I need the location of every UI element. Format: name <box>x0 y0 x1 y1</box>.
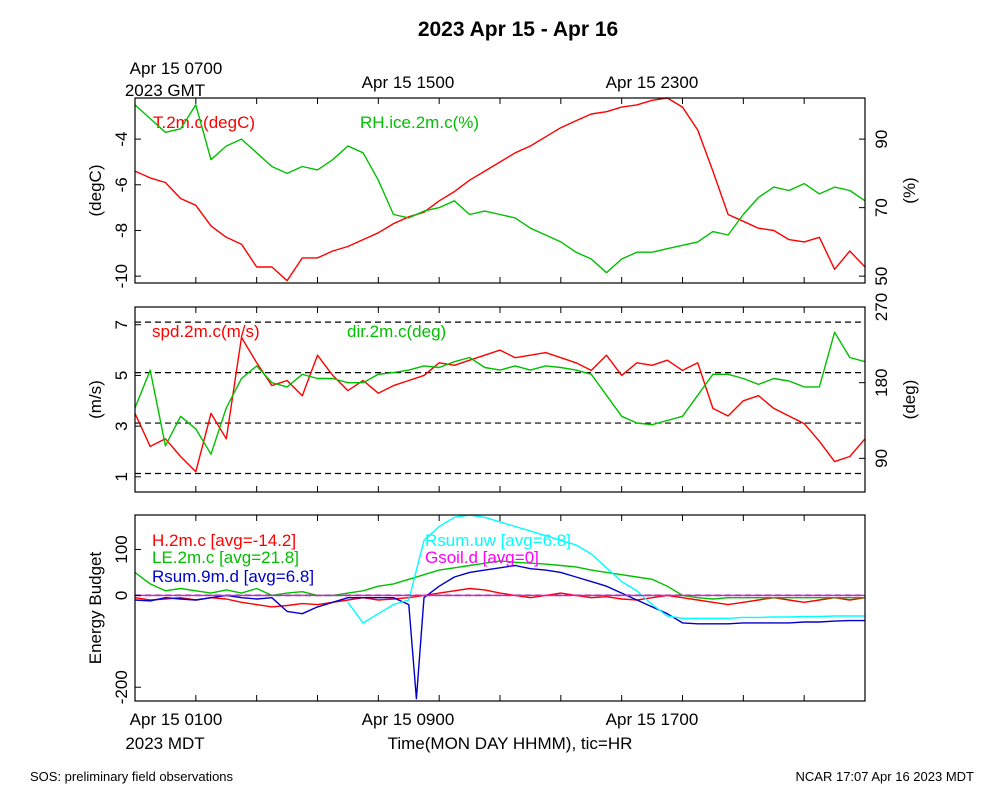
bottom-axis-tick-label: Apr 15 0900 <box>362 710 455 729</box>
series-line <box>347 514 865 624</box>
series-line <box>134 97 866 282</box>
legend-entry: dir.2m.c(deg) <box>347 322 446 341</box>
top-axis-timezone: 2023 GMT <box>125 81 205 100</box>
footer-timestamp: NCAR 17:07 Apr 16 2023 MDT <box>795 769 974 784</box>
x-axis-label: Time(MON DAY HHMM), tic=HR <box>388 734 633 753</box>
bottom-axis-tick-label: Apr 15 0100 <box>130 710 223 729</box>
bottom-axis-tick-label: Apr 15 1700 <box>606 710 699 729</box>
series-line <box>134 336 866 473</box>
y-tick-label: 100 <box>112 535 131 563</box>
y2-axis-label: (deg) <box>900 380 919 420</box>
legend-entry: spd.2m.c(m/s) <box>152 322 260 341</box>
y2-tick-label: 70 <box>872 198 891 217</box>
y-tick-label: 1 <box>112 472 131 481</box>
legend-entry: Rsum.uw [avg=6.8] <box>425 531 571 550</box>
panel-energy-budget: H.2m.c [avg=-14.2]LE.2m.c [avg=21.8]Rsum… <box>86 514 866 704</box>
legend-entry: H.2m.c [avg=-14.2] <box>152 531 296 550</box>
series-line <box>134 587 866 608</box>
top-axis-tick-label: Apr 15 1500 <box>362 73 455 92</box>
y-tick-label: 3 <box>112 421 131 430</box>
y-axis-label: (degC) <box>86 165 105 217</box>
y-tick-label: -4 <box>112 132 131 147</box>
legend-entry: LE.2m.c [avg=21.8] <box>152 548 299 567</box>
bottom-axis-timezone: 2023 MDT <box>125 734 204 753</box>
y2-tick-label: 270 <box>872 293 891 321</box>
legend-entry: Gsoil.d [avg=0] <box>425 548 539 567</box>
y-tick-label: -10 <box>112 264 131 289</box>
footer-note: SOS: preliminary field observations <box>30 769 234 784</box>
series-line <box>134 564 865 700</box>
chart-title: 2023 Apr 15 - Apr 16 <box>418 18 618 41</box>
y-tick-label: 7 <box>112 320 131 329</box>
legend-entry: Rsum.9m.d [avg=6.8] <box>152 567 314 586</box>
series-line <box>134 331 866 455</box>
y-tick-label: 5 <box>112 371 131 380</box>
y2-tick-label: 50 <box>872 267 891 286</box>
series-line <box>134 560 865 600</box>
y-tick-label: -8 <box>112 223 131 238</box>
series-line <box>134 104 866 274</box>
y-tick-label: -6 <box>112 177 131 192</box>
y2-tick-label: 90 <box>872 449 891 468</box>
legend-entry: RH.ice.2m.c(%) <box>360 113 479 132</box>
y2-tick-label: 180 <box>872 368 891 396</box>
y-tick-label: 0 <box>112 591 131 600</box>
top-axis-tick-label: Apr 15 0700 <box>130 59 223 78</box>
top-axis-tick-label: Apr 15 2300 <box>606 73 699 92</box>
panel-temperature-humidity: T.2m.c(degC) RH.ice.2m.c(%) -10 -8 -6 -4 (degC… <box>86 97 919 289</box>
panel-wind: spd.2m.c(m/s) dir.2m.c(deg) 1 3 5 7 (m/s) 90 180… <box>86 293 919 493</box>
y-axis-label: Energy Budget <box>86 551 105 664</box>
y2-axis-label: (%) <box>900 177 919 203</box>
y-tick-label: -200 <box>112 670 131 704</box>
y-axis-label: (m/s) <box>86 380 105 419</box>
y2-tick-label: 90 <box>872 130 891 149</box>
legend-entry: T.2m.c(degC) <box>153 113 255 132</box>
